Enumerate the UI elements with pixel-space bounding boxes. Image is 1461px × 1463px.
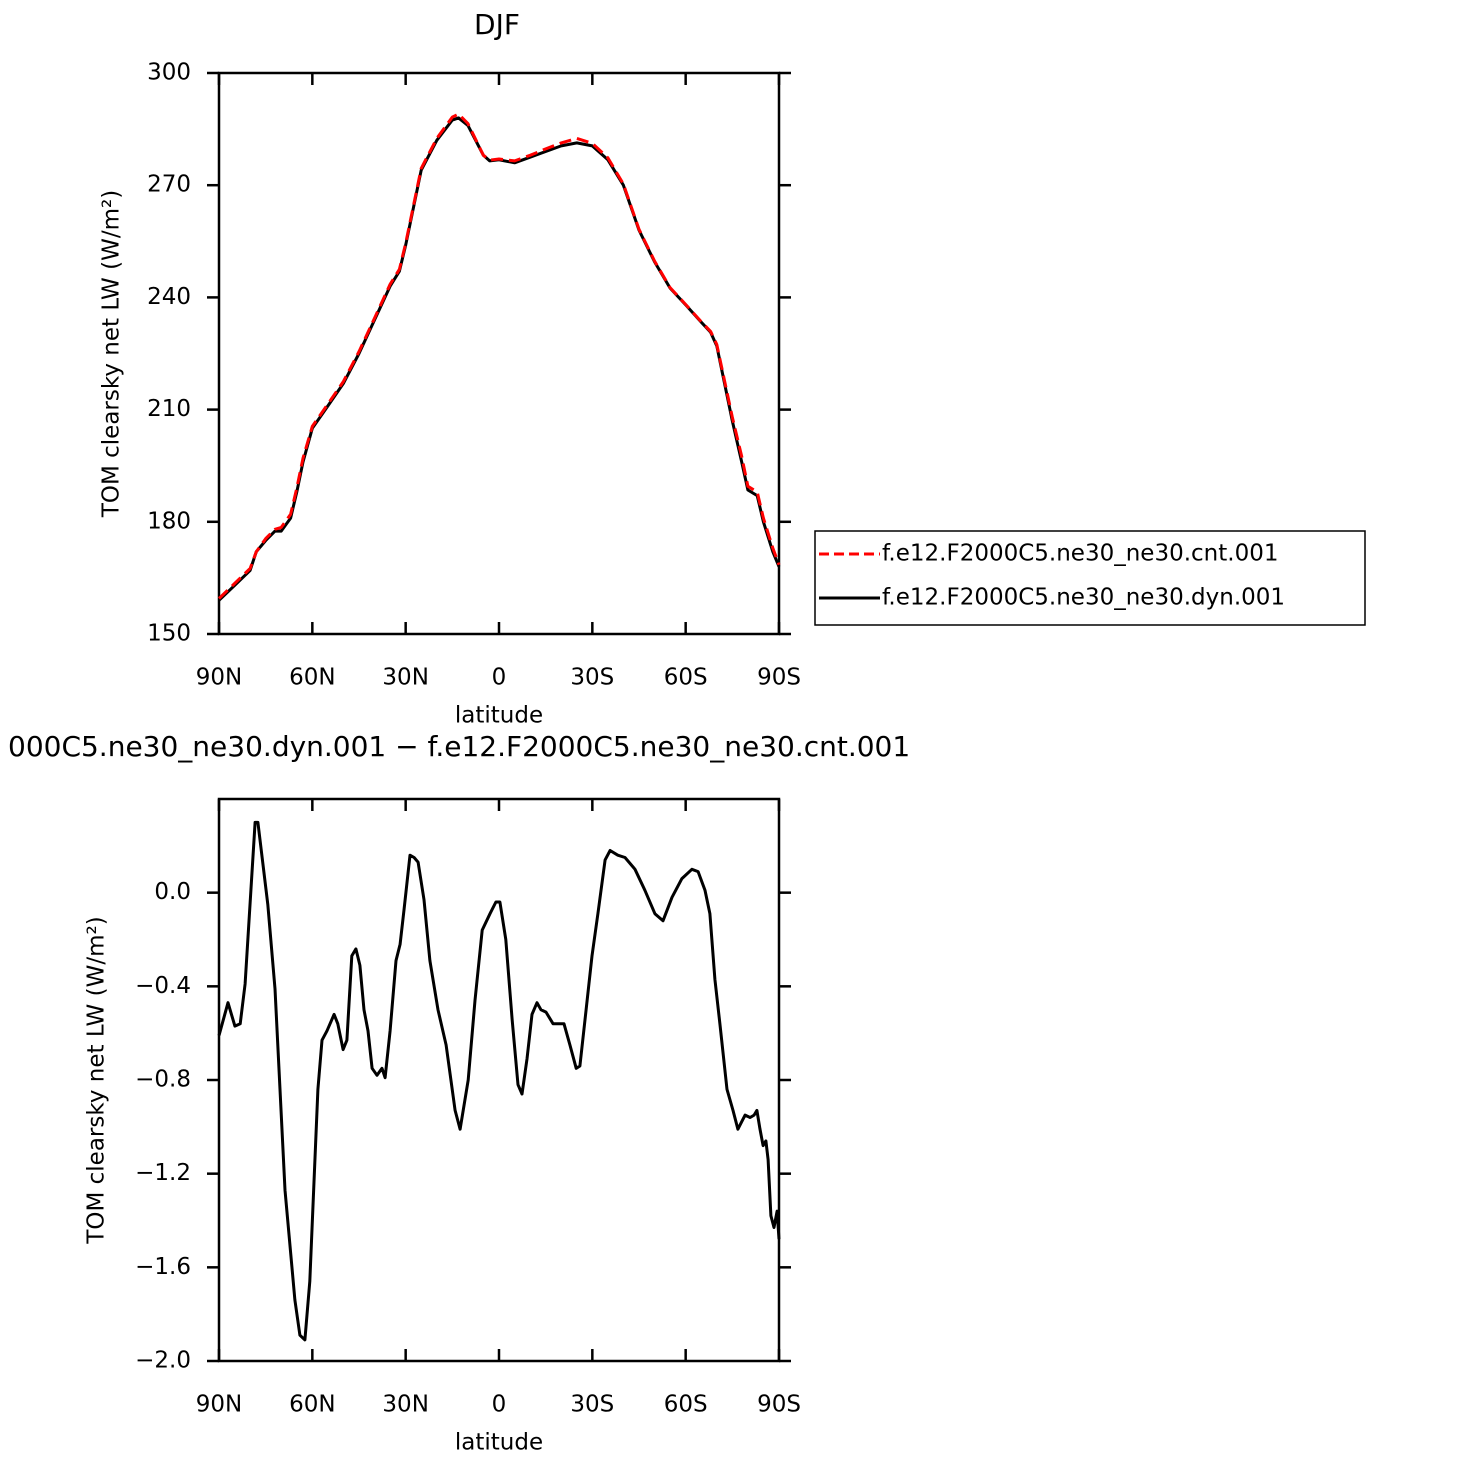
- y-tick-label: 0.0: [154, 879, 191, 905]
- x-tick-label: 30S: [570, 1392, 614, 1418]
- x-tick-label: 90N: [196, 665, 242, 691]
- data-line: [217, 116, 781, 602]
- legend-box: [814, 530, 1366, 626]
- x-tick-label: 30N: [382, 665, 428, 691]
- x-tick-label: 0: [492, 665, 507, 691]
- x-tick-label: 60S: [664, 1392, 708, 1418]
- y-tick-label: 270: [147, 172, 191, 198]
- x-tick-label: 0: [492, 1392, 507, 1418]
- legend-label: f.e12.F2000C5.ne30_ne30.cnt.001: [882, 541, 1278, 567]
- x-tick-label: 90N: [196, 1392, 242, 1418]
- x-tick-label: 60N: [289, 665, 335, 691]
- plot-frame: [217, 71, 781, 636]
- chart-title: 000C5.ne30_ne30.dyn.001 − f.e12.F2000C5.…: [8, 730, 910, 763]
- x-axis-label: latitude: [455, 1430, 543, 1456]
- y-tick-label: −0.4: [135, 973, 191, 999]
- plot-frame: [217, 797, 781, 1363]
- x-tick-label: 90S: [757, 665, 801, 691]
- data-line: [217, 112, 781, 600]
- y-tick-label: 210: [147, 396, 191, 422]
- x-axis-label: latitude: [455, 703, 543, 729]
- y-tick-label: −1.2: [135, 1160, 191, 1186]
- x-tick-label: 30N: [382, 1392, 428, 1418]
- y-tick-label: 300: [147, 60, 191, 86]
- x-tick-label: 60S: [664, 665, 708, 691]
- y-tick-label: 180: [147, 508, 191, 534]
- y-tick-label: 240: [147, 284, 191, 310]
- y-tick-label: 150: [147, 621, 191, 647]
- y-axis-label: TOM clearsky net LW (W/m²): [84, 916, 110, 1244]
- chart-title: DJF: [474, 8, 520, 41]
- y-tick-label: −2.0: [135, 1348, 191, 1374]
- x-tick-label: 60N: [289, 1392, 335, 1418]
- x-tick-label: 30S: [570, 665, 614, 691]
- y-axis-label: TOM clearsky net LW (W/m²): [99, 190, 125, 518]
- y-tick-label: −1.6: [135, 1254, 191, 1280]
- legend-label: f.e12.F2000C5.ne30_ne30.dyn.001: [882, 585, 1285, 611]
- y-tick-label: −0.8: [135, 1067, 191, 1093]
- x-tick-label: 90S: [757, 1392, 801, 1418]
- data-line: [217, 820, 781, 1342]
